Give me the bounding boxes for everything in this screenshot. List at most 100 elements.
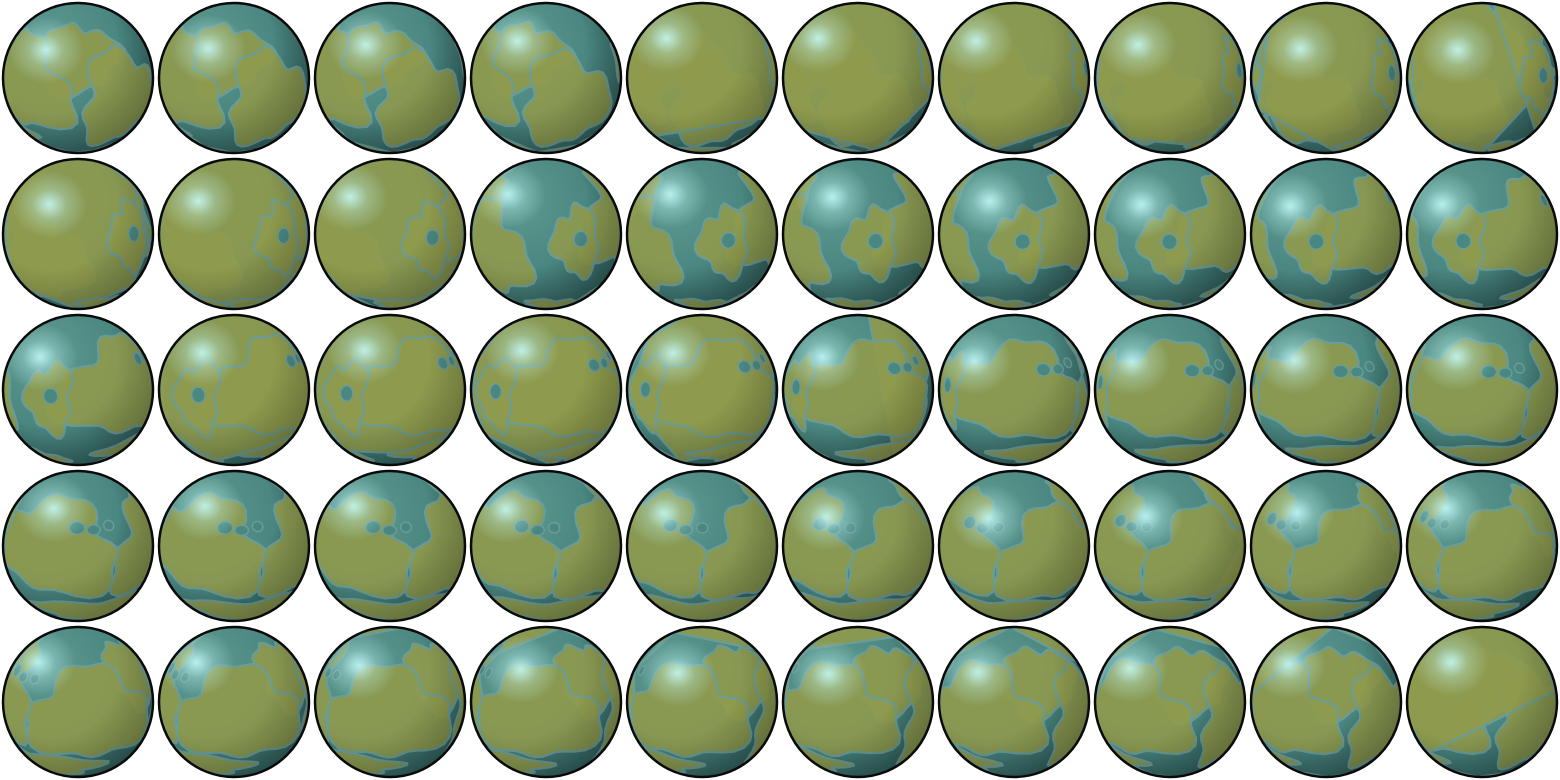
planet-outline bbox=[1249, 1, 1403, 155]
planet-highlight bbox=[1419, 15, 1496, 84]
planet-highlight bbox=[951, 167, 1028, 236]
planet-outline bbox=[1093, 1, 1247, 155]
planet-frame bbox=[937, 469, 1091, 623]
planet-outline bbox=[1, 157, 155, 311]
planet-outline bbox=[1405, 157, 1559, 311]
planet-frame bbox=[1093, 469, 1247, 623]
planet-frame bbox=[313, 469, 467, 623]
planet-outline bbox=[937, 625, 1091, 779]
planet-highlight bbox=[788, 482, 865, 551]
planet-frame bbox=[313, 1, 467, 155]
planet-frame bbox=[937, 313, 1091, 467]
planet-frame bbox=[157, 469, 311, 623]
planet-outline bbox=[313, 313, 467, 467]
planet-outline bbox=[781, 157, 935, 311]
planet-outline bbox=[781, 1, 935, 155]
planet-outline bbox=[1093, 313, 1247, 467]
planet-frame bbox=[157, 157, 311, 311]
planet-outline bbox=[157, 1, 311, 155]
planet-frame bbox=[1093, 157, 1247, 311]
planet-frame bbox=[1093, 1, 1247, 155]
planet-frame bbox=[1, 469, 155, 623]
planet-frame bbox=[625, 625, 779, 779]
planet-frame bbox=[781, 625, 935, 779]
planet-outline bbox=[937, 469, 1091, 623]
planet-outline bbox=[157, 625, 311, 779]
planet-highlight bbox=[8, 16, 84, 84]
planet-highlight bbox=[1262, 14, 1339, 83]
planet-frame bbox=[469, 313, 623, 467]
planet-frame bbox=[469, 625, 623, 779]
planet-highlight bbox=[483, 316, 560, 385]
planet-highlight bbox=[1252, 171, 1329, 240]
planet-frame bbox=[781, 157, 935, 311]
planet-frame bbox=[313, 625, 467, 779]
planet-frame bbox=[937, 625, 1091, 779]
planet-highlight bbox=[170, 14, 247, 83]
planet-frame bbox=[157, 1, 311, 155]
planet-frame bbox=[1, 313, 155, 467]
planet-outline bbox=[469, 1, 623, 155]
planet-outline bbox=[1249, 313, 1403, 467]
planet-frame bbox=[157, 625, 311, 779]
planet-outline bbox=[313, 625, 467, 779]
planet-frame bbox=[1405, 469, 1559, 623]
planet-frame bbox=[469, 157, 623, 311]
planet-outline bbox=[469, 469, 623, 623]
planet-outline bbox=[781, 625, 935, 779]
planet-outline bbox=[1, 313, 155, 467]
planet-frame bbox=[937, 157, 1091, 311]
planet-outline bbox=[1405, 313, 1559, 467]
planet-frame bbox=[469, 1, 623, 155]
planet-frame bbox=[1249, 1, 1403, 155]
planet-highlight bbox=[1107, 482, 1184, 551]
planet-outline bbox=[469, 625, 623, 779]
planet-frame bbox=[1405, 1, 1559, 155]
planet-outline bbox=[937, 157, 1091, 311]
planet-highlight bbox=[15, 474, 92, 543]
planet-highlight bbox=[320, 631, 397, 700]
planet-highlight bbox=[1095, 327, 1171, 396]
planet-frame bbox=[1093, 625, 1247, 779]
planet-outline bbox=[1405, 469, 1559, 623]
planet-outline bbox=[313, 157, 467, 311]
planet-highlight bbox=[11, 170, 88, 239]
planet-frame bbox=[1, 157, 155, 311]
planet-outline bbox=[469, 313, 623, 467]
planet-outline bbox=[625, 1, 779, 155]
planet-frame bbox=[781, 1, 935, 155]
planet-frame bbox=[781, 313, 935, 467]
planet-outline bbox=[1093, 469, 1247, 623]
planet-outline bbox=[625, 625, 779, 779]
planet-outline bbox=[625, 313, 779, 467]
planet-frame bbox=[313, 157, 467, 311]
planet-outline bbox=[937, 313, 1091, 467]
planet-outline bbox=[1249, 157, 1403, 311]
planet-highlight bbox=[790, 639, 867, 708]
planet-frame bbox=[1249, 625, 1403, 779]
planet-frame bbox=[313, 313, 467, 467]
planet-outline bbox=[1405, 625, 1559, 779]
planet-outline bbox=[937, 1, 1091, 155]
planet-outline bbox=[1093, 625, 1247, 779]
planet-frame bbox=[1093, 313, 1247, 467]
planet-frame bbox=[625, 313, 779, 467]
planet-frame bbox=[781, 469, 935, 623]
planet-outline bbox=[157, 313, 311, 467]
planet-highlight bbox=[326, 316, 403, 385]
planet-highlight bbox=[950, 483, 1027, 552]
planet-highlight bbox=[1418, 322, 1495, 391]
planet-frame bbox=[1405, 625, 1559, 779]
planet-frame bbox=[1405, 157, 1559, 311]
planet-frame bbox=[157, 313, 311, 467]
planet-frame bbox=[1, 1, 155, 155]
planet-outline bbox=[157, 157, 311, 311]
planet-highlight bbox=[479, 6, 556, 75]
planet-frame bbox=[469, 469, 623, 623]
planet-frame bbox=[1249, 469, 1403, 623]
planet-frame bbox=[1, 625, 155, 779]
planet-outline bbox=[1405, 1, 1559, 155]
planet-outline bbox=[625, 469, 779, 623]
planet-outline bbox=[313, 1, 467, 155]
